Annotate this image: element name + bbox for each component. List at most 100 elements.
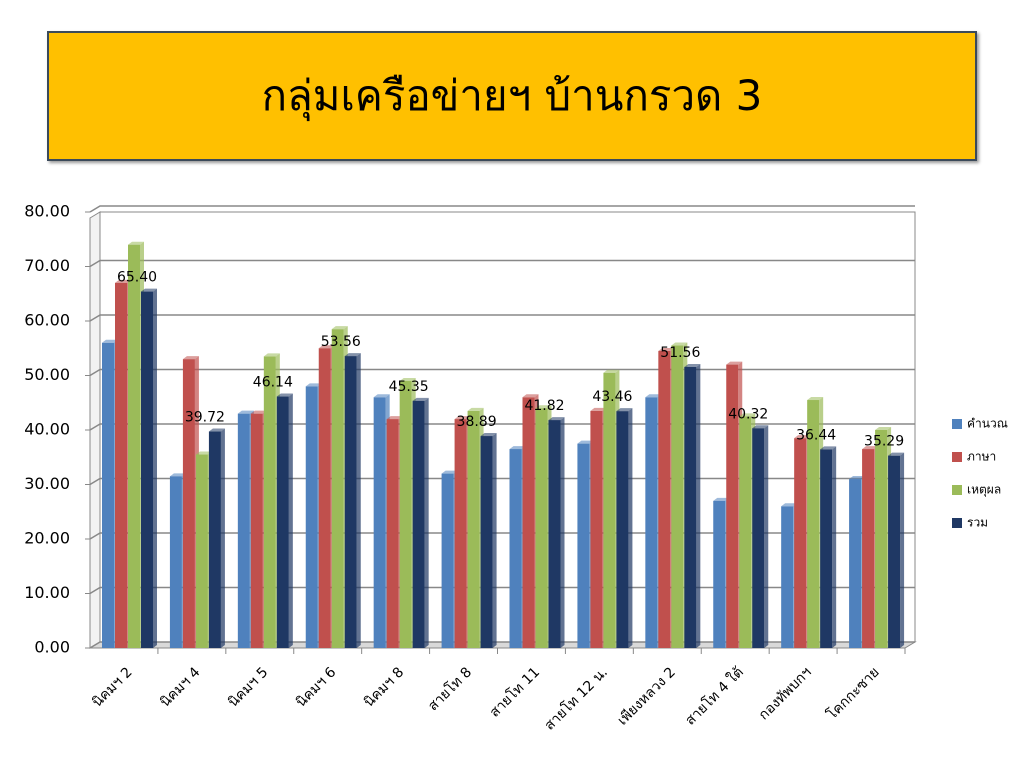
bar-top — [590, 407, 607, 411]
bar — [141, 288, 157, 648]
value-label: 45.35 — [389, 379, 429, 395]
y-tick-label: 20.00 — [24, 529, 70, 548]
y-tick-label: 30.00 — [24, 474, 70, 493]
bar-front — [480, 436, 493, 648]
bar-top — [195, 451, 212, 455]
bar-top — [263, 353, 280, 357]
bar-top — [454, 416, 471, 420]
bar-top — [862, 446, 879, 450]
bar-front — [386, 419, 399, 648]
bar-front — [454, 419, 467, 648]
value-label: 39.72 — [185, 410, 225, 426]
bar-top — [616, 408, 633, 412]
value-label: 35.29 — [864, 434, 904, 450]
x-tick-label: สายโท 4 ใต้ — [682, 664, 747, 729]
bar-top — [888, 452, 905, 456]
bar-front — [102, 342, 114, 648]
bar-top — [603, 369, 620, 373]
bar-top — [169, 473, 186, 477]
bar-front — [331, 329, 344, 648]
y-tick-label: 40.00 — [24, 420, 70, 439]
x-tick-label: นิคมฯ 8 — [361, 664, 407, 710]
bar-front — [318, 348, 331, 648]
bar-top — [102, 339, 118, 343]
grid-line — [89, 477, 915, 486]
value-label: 46.14 — [253, 375, 293, 391]
bar-top — [820, 446, 837, 450]
bar-front — [263, 356, 276, 648]
bar-front — [115, 282, 127, 648]
grid-line — [89, 423, 915, 431]
value-label: 51.56 — [660, 345, 700, 361]
bar-front — [412, 400, 425, 648]
bar-top — [182, 356, 199, 360]
y-tick-label: 0.00 — [34, 638, 70, 657]
legend-label: ภาษา — [967, 450, 996, 464]
x-tick-label: เพียงหลวง 2 — [615, 664, 679, 728]
y-tick-label: 50.00 — [24, 365, 70, 384]
bar-front — [645, 397, 658, 648]
bar-top — [373, 394, 390, 398]
bar-front — [195, 454, 208, 648]
bar-side — [560, 417, 565, 648]
bar-top — [875, 427, 892, 430]
bar-front — [399, 380, 412, 648]
bar-top — [480, 433, 497, 437]
bar-top — [752, 425, 769, 429]
title-banner: กลุ่มเครือข่ายฯ บ้านกรวด 3 — [47, 31, 977, 161]
bar-front — [208, 431, 221, 648]
bar-side — [424, 397, 429, 648]
bar-front — [590, 410, 603, 648]
bar — [208, 428, 225, 648]
bar-top — [467, 407, 484, 411]
bar-top — [208, 428, 225, 432]
legend-label: เหตุผล — [967, 483, 1001, 498]
bar-top — [671, 342, 688, 346]
grid-line — [89, 368, 915, 377]
bar-side — [492, 433, 497, 648]
value-label: 43.46 — [592, 389, 632, 405]
bar-top — [849, 476, 866, 480]
bar-side — [153, 288, 157, 648]
legend-label: คำนวณ — [967, 417, 1008, 431]
bar-top — [522, 394, 539, 398]
bar-top — [386, 416, 403, 420]
bar-front — [467, 410, 480, 648]
value-label: 36.44 — [796, 427, 836, 443]
bar-top — [739, 413, 756, 417]
legend-label: รวม — [967, 516, 988, 530]
bar-side — [832, 446, 837, 648]
grid-line — [89, 586, 915, 595]
legend-swatch — [952, 419, 962, 429]
value-label: 65.40 — [117, 270, 157, 286]
bar — [548, 417, 565, 648]
bar-front — [373, 397, 386, 648]
bar-front — [182, 359, 195, 648]
y-tick-label: 60.00 — [24, 311, 70, 330]
bar-front — [713, 500, 726, 648]
grid-line — [89, 259, 915, 268]
bar — [616, 408, 633, 648]
bar-front — [344, 356, 357, 648]
bar-front — [807, 400, 820, 648]
bar-front — [522, 397, 535, 648]
bar-side — [628, 408, 633, 648]
bar-front — [603, 372, 616, 648]
y-tick-label: 80.00 — [24, 202, 70, 221]
bar-side — [900, 452, 905, 648]
bar-top — [128, 241, 144, 245]
legend-swatch — [952, 452, 962, 462]
x-tick-label: โคกกะซาย — [823, 664, 882, 723]
bar — [888, 452, 905, 648]
bar-front — [875, 430, 888, 648]
bar-front — [577, 443, 590, 648]
bar-front — [237, 413, 250, 648]
bar-top — [645, 394, 662, 398]
bar — [412, 397, 429, 648]
y-tick-label: 70.00 — [24, 256, 70, 275]
bar-side — [764, 425, 769, 648]
x-tick-label: นิคมฯ 6 — [293, 664, 339, 710]
bar-front — [169, 476, 182, 648]
